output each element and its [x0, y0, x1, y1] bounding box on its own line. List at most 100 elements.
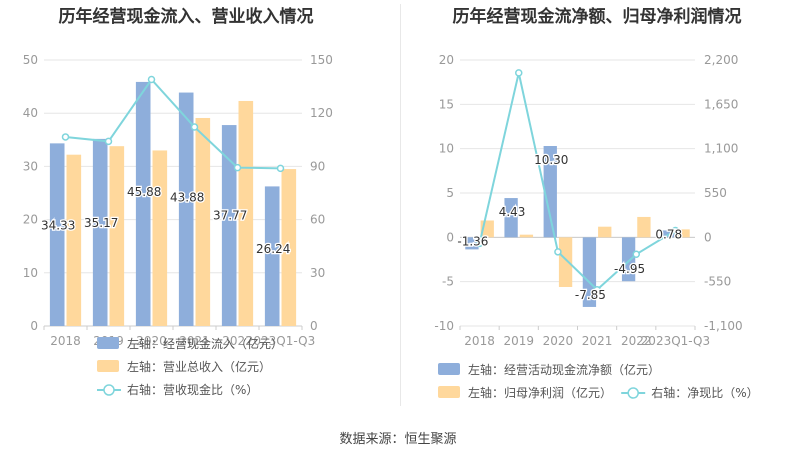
bar-secondary [281, 169, 297, 326]
bar-secondary [195, 117, 211, 326]
bar-primary [178, 92, 194, 326]
left-axis-tick-label: 10 [23, 266, 38, 280]
right-axis-tick-label: 1,650 [704, 97, 738, 111]
legend-swatch [438, 363, 460, 375]
bar-data-label: 26.24 [256, 242, 290, 256]
legend-swatch [438, 386, 460, 398]
right-axis-tick-label: 60 [310, 213, 325, 227]
bar-data-label: 45.88 [127, 185, 161, 199]
bar-primary [661, 230, 675, 238]
ratio-point [276, 164, 285, 173]
x-axis-category-label: 2020 [136, 334, 167, 348]
x-axis-category-label: 2018 [50, 334, 81, 348]
legend-swatch [97, 337, 119, 349]
legend-label: 右轴：净现比（%） [651, 385, 758, 400]
bar-secondary [109, 146, 125, 326]
chart-title: 历年经营现金流入、营业收入情况 [59, 6, 314, 27]
bar-data-label: 4.43 [499, 205, 526, 219]
ratio-point [475, 239, 484, 248]
legend-label: 左轴：归母净利润（亿元） [468, 385, 612, 400]
legend-label: 左轴：经营现金流入（亿元） [127, 336, 283, 351]
bar-data-label: 37.77 [213, 208, 247, 222]
bar-secondary [676, 229, 690, 238]
left-axis-tick-label: 40 [23, 106, 38, 120]
legend-line-marker [103, 384, 115, 396]
x-axis-category-label: 2022 [621, 334, 652, 348]
bar-primary [465, 237, 479, 250]
ratio-point [515, 69, 523, 77]
legend-label: 左轴：经营活动现金流净额（亿元） [468, 362, 660, 377]
bar-data-label: -4.95 [614, 262, 645, 276]
right-axis-tick-label: 120 [310, 106, 333, 120]
right-axis-tick-label: -1,100 [704, 319, 743, 333]
right-axis-tick-label: 550 [704, 186, 727, 200]
bar-secondary [238, 100, 254, 327]
left-axis-tick-label: 50 [23, 53, 38, 67]
right-axis-tick-label: 90 [310, 159, 325, 173]
bar-primary [264, 186, 280, 326]
chart-title: 历年经营现金流净额、归母净利润情况 [453, 6, 742, 27]
legend-label: 左轴：营业总收入（亿元） [127, 359, 271, 374]
bar-data-label: -1.36 [457, 234, 488, 248]
bar-secondary [152, 150, 168, 326]
legend-line-marker [627, 387, 639, 399]
left-axis-tick-label: 15 [439, 97, 454, 111]
bar-primary [543, 146, 557, 238]
ratio-line [65, 77, 281, 170]
bar-primary [135, 81, 151, 327]
right-axis-tick-label: 1,100 [704, 142, 738, 156]
ratio-point [593, 285, 601, 294]
bar-data-label: 43.88 [170, 191, 204, 205]
x-axis-category-label: 2019 [503, 334, 534, 348]
ratio-point [104, 137, 113, 146]
right-axis-tick-label: -550 [704, 275, 731, 289]
legend-label: 右轴：营收现金比（%） [127, 382, 258, 397]
right-axis-tick-label: 30 [310, 266, 325, 280]
left-axis-tick-label: 20 [23, 213, 38, 227]
x-axis-category-label: 2023Q1-Q3 [246, 334, 315, 348]
ratio-point [632, 250, 640, 259]
right-axis-tick-label: 2,200 [704, 53, 738, 67]
left-axis-tick-label: -10 [434, 319, 454, 333]
left-axis-tick-label: 0 [446, 230, 454, 244]
bar-primary [49, 143, 65, 326]
ratio-line [478, 72, 676, 292]
left-axis-tick-label: -5 [442, 275, 454, 289]
bar-data-label: 34.33 [41, 219, 75, 233]
left-axis-tick-label: 0 [30, 319, 38, 333]
ratio-point [190, 123, 199, 131]
panel-divider [400, 4, 401, 406]
data-source-label: 数据来源：恒生聚源 [339, 432, 457, 447]
ratio-point [554, 248, 562, 256]
bar-primary [221, 125, 237, 326]
x-axis-category-label: 2020 [543, 334, 574, 348]
bar-data-label: 10.30 [534, 153, 568, 167]
bar-primary [582, 237, 597, 307]
left-axis-tick-label: 5 [446, 186, 454, 200]
ratio-point [233, 163, 242, 172]
x-axis-category-label: 2023Q1-Q3 [641, 334, 710, 348]
net-cashflow-profit-chart: 历年经营现金流净额、归母净利润情况 -10 -5 0 5 10 15 20 -1,100 -550… [434, 6, 758, 400]
left-axis-tick-label: 20 [439, 53, 454, 67]
x-axis-category-label: 2018 [464, 334, 495, 348]
ratio-point [671, 226, 680, 235]
bar-primary [504, 198, 518, 238]
x-axis-category-label: 2021 [582, 334, 613, 348]
right-axis-tick-label: 150 [310, 53, 333, 67]
bar-data-label: 35.17 [84, 216, 118, 230]
right-axis-tick-label: 0 [704, 230, 712, 244]
x-axis-category-label: 2021 [179, 334, 210, 348]
bar-primary [621, 237, 636, 282]
cash-inflow-revenue-chart: 历年经营现金流入、营业收入情况 0 10 20 30 40 50 0 30 60 90 120 150 3… [23, 6, 333, 397]
bar-secondary [519, 234, 534, 238]
bar-primary [92, 138, 108, 326]
bar-secondary [66, 154, 82, 326]
right-axis-tick-label: 0 [310, 319, 318, 333]
bar-data-label: -7.85 [575, 288, 606, 302]
bar-secondary [598, 226, 612, 238]
left-axis-tick-label: 30 [23, 159, 38, 173]
legend-swatch [97, 360, 119, 372]
bar-secondary [558, 237, 573, 287]
